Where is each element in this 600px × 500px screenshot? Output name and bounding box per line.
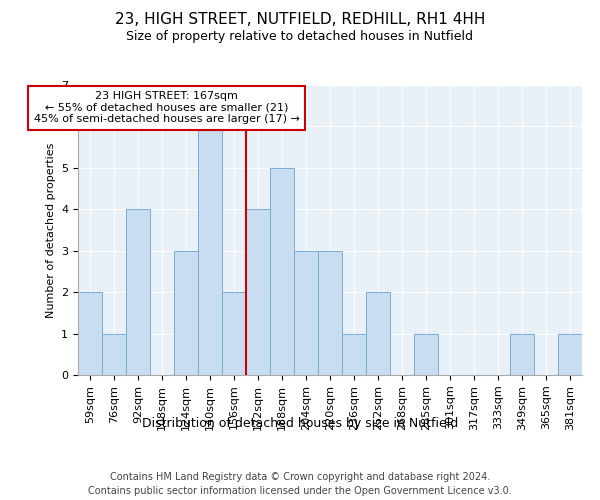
Bar bbox=[222, 292, 246, 375]
Bar bbox=[366, 292, 390, 375]
Bar bbox=[318, 250, 342, 375]
Bar bbox=[414, 334, 438, 375]
Bar bbox=[342, 334, 366, 375]
Text: Size of property relative to detached houses in Nutfield: Size of property relative to detached ho… bbox=[127, 30, 473, 43]
Bar bbox=[294, 250, 318, 375]
Bar bbox=[78, 292, 102, 375]
Bar bbox=[126, 210, 150, 375]
Y-axis label: Number of detached properties: Number of detached properties bbox=[46, 142, 56, 318]
Text: 23 HIGH STREET: 167sqm
← 55% of detached houses are smaller (21)
45% of semi-det: 23 HIGH STREET: 167sqm ← 55% of detached… bbox=[34, 91, 300, 124]
Bar bbox=[198, 126, 222, 375]
Bar bbox=[174, 250, 198, 375]
Text: Distribution of detached houses by size in Nutfield: Distribution of detached houses by size … bbox=[142, 418, 458, 430]
Bar bbox=[510, 334, 534, 375]
Text: Contains HM Land Registry data © Crown copyright and database right 2024.
Contai: Contains HM Land Registry data © Crown c… bbox=[88, 472, 512, 496]
Bar bbox=[558, 334, 582, 375]
Bar bbox=[246, 210, 270, 375]
Text: 23, HIGH STREET, NUTFIELD, REDHILL, RH1 4HH: 23, HIGH STREET, NUTFIELD, REDHILL, RH1 … bbox=[115, 12, 485, 28]
Bar bbox=[102, 334, 126, 375]
Bar bbox=[270, 168, 294, 375]
